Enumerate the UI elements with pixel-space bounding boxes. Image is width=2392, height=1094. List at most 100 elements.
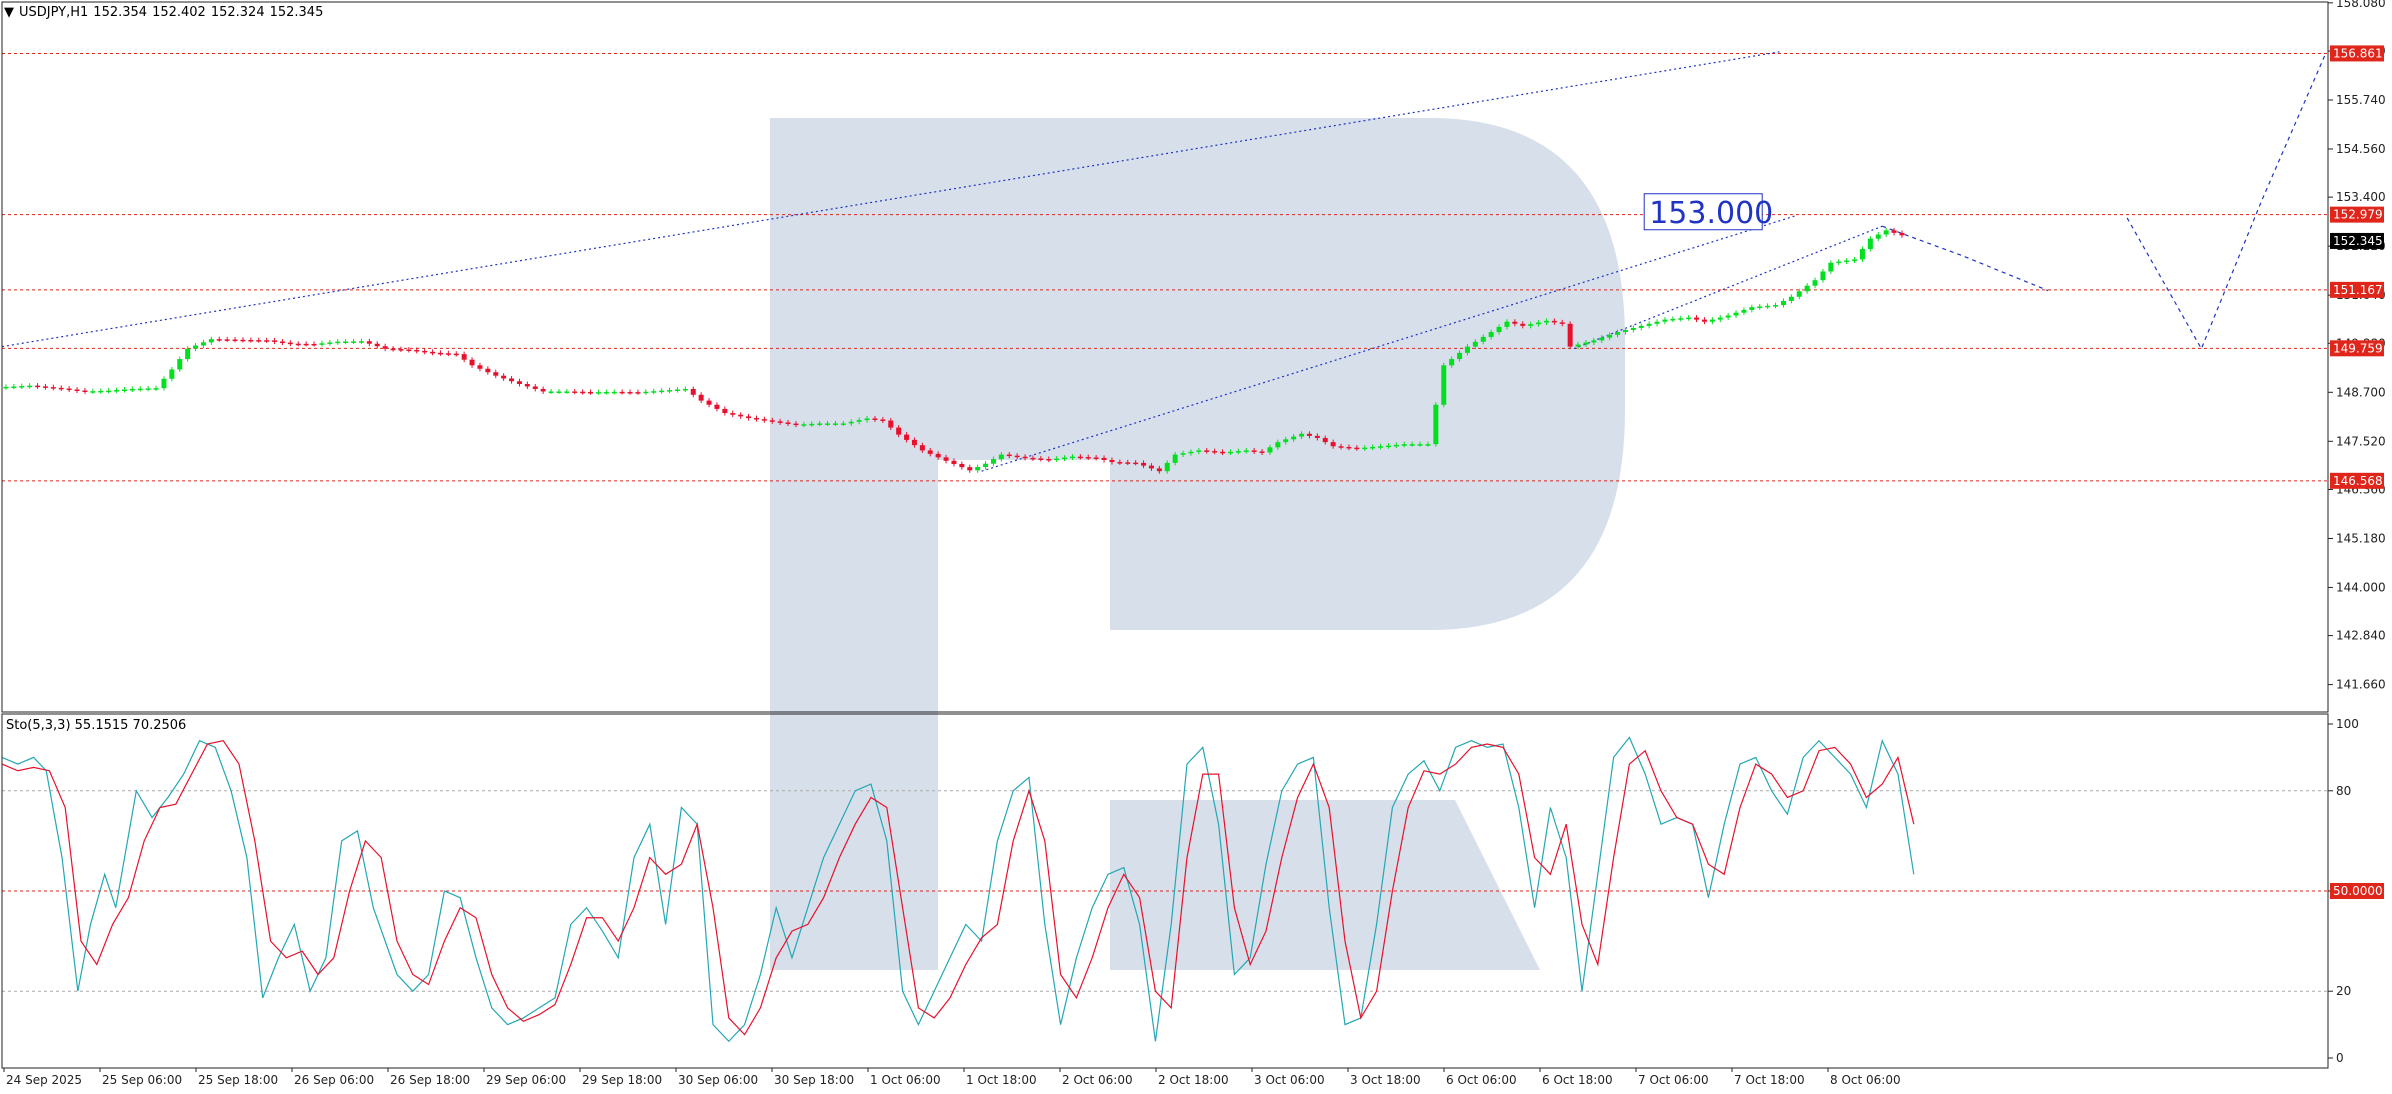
candle-body <box>667 390 673 392</box>
candle-body <box>540 388 546 392</box>
price-tick-label: 145.180 <box>2336 531 2386 545</box>
candle-body <box>501 375 507 379</box>
candle-body <box>888 420 894 428</box>
candle-body <box>548 391 554 393</box>
price-tick-label: 148.700 <box>2336 385 2386 399</box>
candle-body <box>1401 444 1407 446</box>
candle-body <box>1701 319 1707 322</box>
header-menu-icon[interactable]: ▼ <box>4 5 14 20</box>
candle-body <box>1812 280 1818 286</box>
candle-body <box>1030 457 1036 460</box>
candle-body <box>1346 446 1352 449</box>
stoch-tick-label: 20 <box>2336 984 2351 998</box>
candle-body <box>1283 439 1289 443</box>
candle-body <box>398 349 404 351</box>
candle-body <box>627 392 633 394</box>
candle-body <box>1749 307 1755 310</box>
candle-body <box>382 346 388 349</box>
candle-body <box>1275 442 1281 448</box>
trend-line <box>1 51 1780 348</box>
candle-body <box>1125 462 1131 464</box>
symbol-title: USDJPY,H1 <box>19 5 89 20</box>
candle-body <box>129 388 135 391</box>
candle-body <box>959 463 965 468</box>
candle-body <box>82 390 88 392</box>
x-tick-label: 30 Sep 06:00 <box>678 1073 758 1087</box>
candle-body <box>42 386 48 388</box>
x-tick-label: 1 Oct 18:00 <box>966 1073 1037 1087</box>
candle-body <box>185 348 191 360</box>
candle-body <box>272 340 278 342</box>
candle-body <box>1220 451 1226 454</box>
candle-body <box>19 386 25 388</box>
candle-body <box>1069 456 1075 459</box>
candle-body <box>200 342 206 346</box>
price-tick-label: 142.840 <box>2336 629 2386 643</box>
target-label-text: 153.000 <box>1649 196 1773 231</box>
candle-body <box>967 467 973 471</box>
candle-body <box>1180 453 1186 455</box>
candle-body <box>453 353 459 356</box>
candle-body <box>169 369 175 379</box>
candle-body <box>1836 261 1842 264</box>
price-panel-frame <box>1 1 2329 713</box>
candle-body <box>738 414 744 417</box>
stoch-level-text: 50.0000 <box>2333 884 2383 898</box>
candle-body <box>1164 462 1170 472</box>
candle-body <box>643 391 649 394</box>
candle-body <box>1235 451 1241 453</box>
x-tick-label: 8 Oct 06:00 <box>1830 1073 1901 1087</box>
candle-body <box>1449 359 1455 366</box>
candle-body <box>1417 444 1423 446</box>
candle-body <box>1077 456 1083 459</box>
candle-body <box>1314 435 1320 438</box>
candle-body <box>1488 332 1494 337</box>
candle-body <box>722 408 728 414</box>
candle-body <box>1583 342 1589 345</box>
candle-body <box>461 354 467 360</box>
candle-body <box>1725 315 1731 318</box>
candle-body <box>1512 321 1518 324</box>
candle-body <box>1820 271 1826 281</box>
candle-body <box>588 392 594 394</box>
candle-body <box>161 378 167 389</box>
candle-body <box>674 389 680 392</box>
candle-body <box>904 434 910 440</box>
candle-body <box>564 391 570 393</box>
candle-body <box>572 391 578 393</box>
candle-body <box>746 416 752 419</box>
candle-body <box>1551 320 1557 323</box>
candle-body <box>327 342 333 344</box>
x-tick-label: 26 Sep 18:00 <box>390 1073 470 1087</box>
stoch-tick-label: 100 <box>2336 717 2359 731</box>
price-tick-label: 141.660 <box>2336 678 2386 692</box>
watermark-logo <box>770 118 1625 970</box>
candle-body <box>390 348 396 351</box>
price-tick-label: 144.000 <box>2336 580 2386 594</box>
candle-body <box>1227 451 1233 454</box>
price-label-text: 149.759 <box>2333 341 2383 355</box>
candle-body <box>469 359 475 366</box>
candle-body <box>35 385 41 388</box>
candle-body <box>975 467 981 471</box>
candle-body <box>896 427 902 435</box>
candle-body <box>1306 433 1312 436</box>
candle-body <box>1480 336 1486 342</box>
candle-body <box>106 390 112 393</box>
candle-body <box>1867 238 1873 250</box>
x-tick-label: 1 Oct 06:00 <box>870 1073 941 1087</box>
candle-body <box>287 342 293 345</box>
candle-body <box>1765 305 1771 308</box>
candle-body <box>817 423 823 425</box>
candle-body <box>1291 436 1297 440</box>
candle-body <box>1141 462 1147 466</box>
x-tick-label: 3 Oct 18:00 <box>1350 1073 1421 1087</box>
candle-body <box>1599 337 1605 341</box>
candle-body <box>1259 451 1265 453</box>
candle-body <box>422 350 428 353</box>
candle-body <box>11 386 17 388</box>
candle-body <box>1883 230 1889 235</box>
price-label-box <box>2330 232 2384 249</box>
candle-body <box>509 378 515 382</box>
candle-body <box>1172 454 1178 463</box>
